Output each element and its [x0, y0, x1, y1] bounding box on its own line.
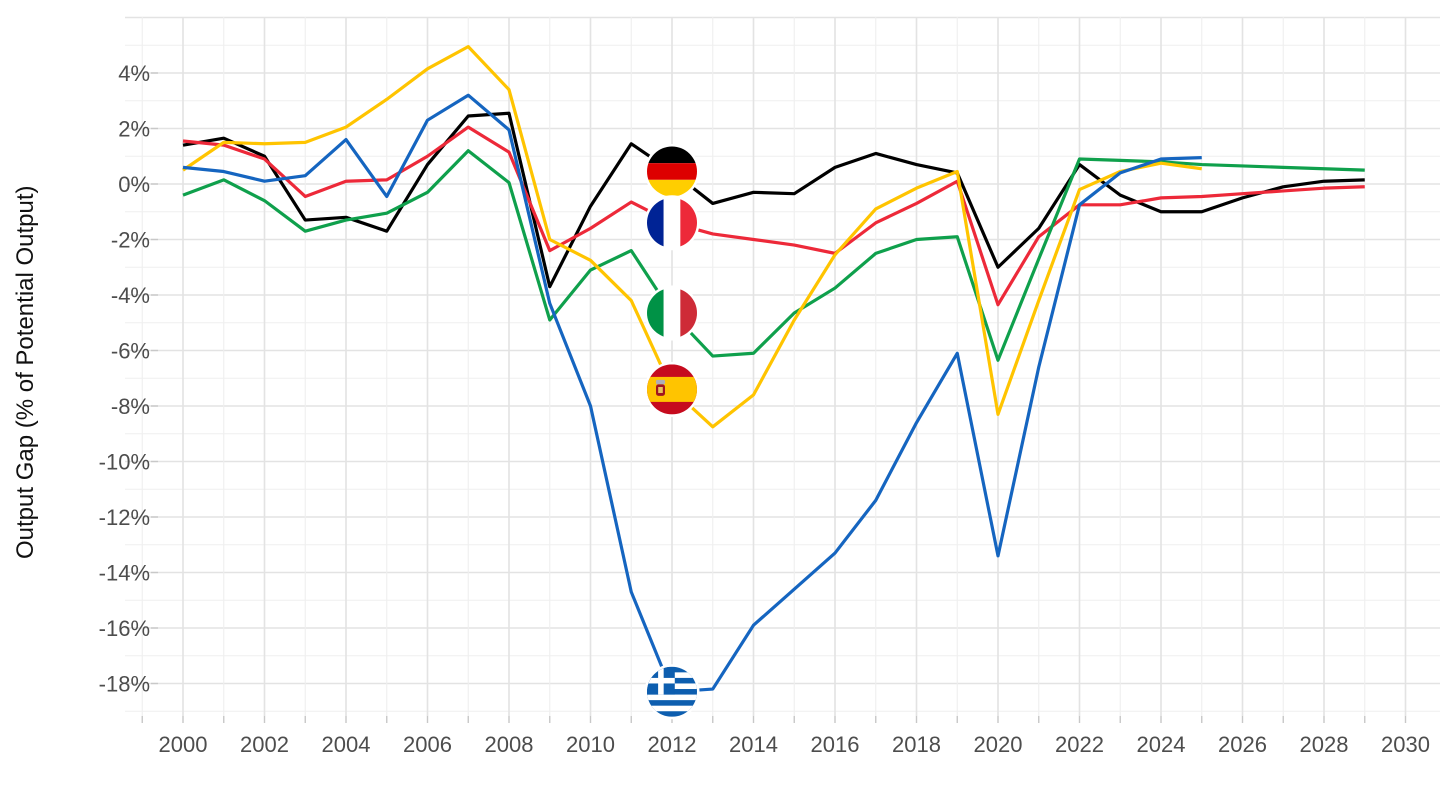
x-axis-labels: 2000 2002 2004 2006 2008 2010 2012 2014 2016 2018… [159, 732, 1430, 757]
gridlines [125, 16, 1440, 716]
y-tick-label: -8% [111, 394, 150, 419]
y-tick-label: 4% [118, 61, 150, 86]
line-spain [182, 45, 1202, 429]
france-flag-icon [644, 195, 700, 251]
flag-art [647, 146, 697, 197]
flag-art [647, 364, 697, 415]
fr-blue-band [647, 197, 664, 248]
y-tick-label: -6% [111, 339, 150, 364]
y-tick-label: 0% [118, 172, 150, 197]
fr-red-band [680, 197, 697, 248]
de-gold-band [647, 179, 697, 197]
germany-flag-icon [644, 144, 700, 199]
x-tick-label: 2028 [1300, 732, 1349, 757]
de-black-band [647, 146, 697, 164]
x-tick-label: 2024 [1137, 732, 1186, 757]
fr-white-band [663, 197, 681, 248]
x-tick-label: 2008 [485, 732, 534, 757]
line-italy [182, 149, 1365, 362]
y-tick-label: -12% [99, 505, 150, 530]
it-green-band [647, 288, 664, 338]
x-tick-label: 2000 [159, 732, 208, 757]
x-tick-label: 2022 [1055, 732, 1104, 757]
line-france [182, 125, 1365, 307]
gr-cross-horizontal [647, 677, 675, 684]
greece-flag-icon [644, 664, 700, 720]
y-tick-label: -18% [99, 672, 150, 697]
gr-white-stripe [647, 705, 697, 712]
flag-art [647, 288, 697, 338]
flag-art [647, 197, 697, 248]
x-tick-label: 2002 [240, 732, 289, 757]
x-tick-label: 2004 [322, 732, 371, 757]
it-white-band [663, 288, 681, 338]
y-tick-label: -14% [99, 561, 150, 586]
x-tick-label: 2006 [403, 732, 452, 757]
y-tick-label: -16% [99, 616, 150, 641]
x-tick-label: 2018 [892, 732, 941, 757]
es-crest-crown [656, 379, 665, 385]
y-axis-labels: 4% 2% 0% -2% -4% -6% -8% -10% -12% -14% -16% -18% [99, 61, 150, 697]
y-tick-label: -4% [111, 283, 150, 308]
flag-markers [644, 144, 700, 720]
es-yellow-band [647, 376, 697, 402]
y-tick-label: -2% [111, 228, 150, 253]
spain-flag-icon [644, 361, 700, 417]
x-tick-label: 2020 [974, 732, 1023, 757]
es-crest-inner [658, 387, 663, 393]
x-tick-label: 2014 [729, 732, 778, 757]
y-tick-label: 2% [118, 117, 150, 142]
de-red-band [647, 163, 697, 180]
x-tick-label: 2010 [566, 732, 615, 757]
flag-art [647, 666, 697, 717]
series-lines [182, 45, 1365, 694]
gr-white-stripe [647, 694, 697, 701]
italy-flag-icon [644, 285, 700, 341]
x-tick-label: 2012 [648, 732, 697, 757]
x-tick-label: 2016 [811, 732, 860, 757]
line-germany [182, 111, 1365, 289]
x-tick-label: 2030 [1381, 732, 1430, 757]
y-tick-label: -10% [99, 450, 150, 475]
x-tick-label: 2026 [1218, 732, 1267, 757]
axis-ticks [141, 72, 1407, 723]
it-red-band [680, 288, 697, 338]
